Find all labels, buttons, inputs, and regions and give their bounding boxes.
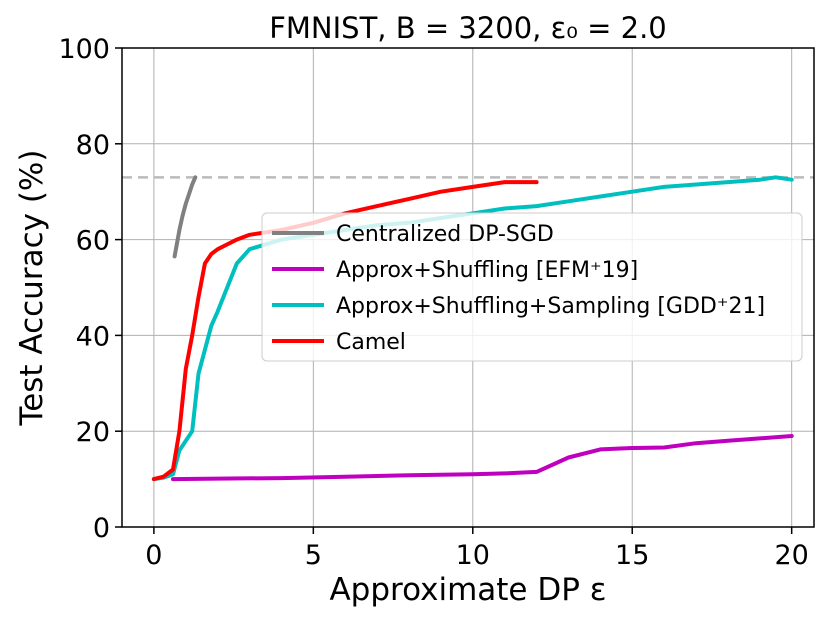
y-tick-label-2: 40 [76,321,110,352]
y-axis-title: Test Accuracy (%) [14,150,50,427]
x-axis-title: Approximate DP ε [329,572,606,608]
plot-frame [121,47,815,528]
ticks [115,47,793,534]
chart-title: FMNIST, B = 3200, ε₀ = 2.0 [269,11,667,45]
series-line-1 [171,434,794,482]
y-tick-label-1: 20 [76,417,110,448]
x-tick-label-0: 0 [145,540,162,571]
y-tick-label-3: 60 [76,226,110,257]
series-line-3 [151,180,539,482]
x-tick-label-3: 15 [615,540,649,571]
y-tick-label-4: 80 [76,130,110,161]
tick-labels: 0 5 10 15 20 0 20 40 60 80 100 [58,34,808,571]
x-tick-label-4: 20 [774,540,808,571]
legend-label-0: Centralized DP-SGD [336,222,554,247]
legend-label-3: Camel [336,330,406,355]
y-tick-label-0: 0 [93,513,110,544]
y-tick-label-5: 100 [58,34,110,65]
legend: Centralized DP-SGD Approx+Shuffling [EFM⁺… [261,212,803,362]
series-line-0 [172,175,198,259]
legend-label-2: Approx+Shuffling+Sampling [GDD⁺21] [336,294,765,319]
x-tick-label-2: 10 [456,540,490,571]
legend-box [261,212,803,362]
x-tick-label-1: 5 [305,540,322,571]
legend-label-1: Approx+Shuffling [EFM⁺19] [336,258,638,283]
